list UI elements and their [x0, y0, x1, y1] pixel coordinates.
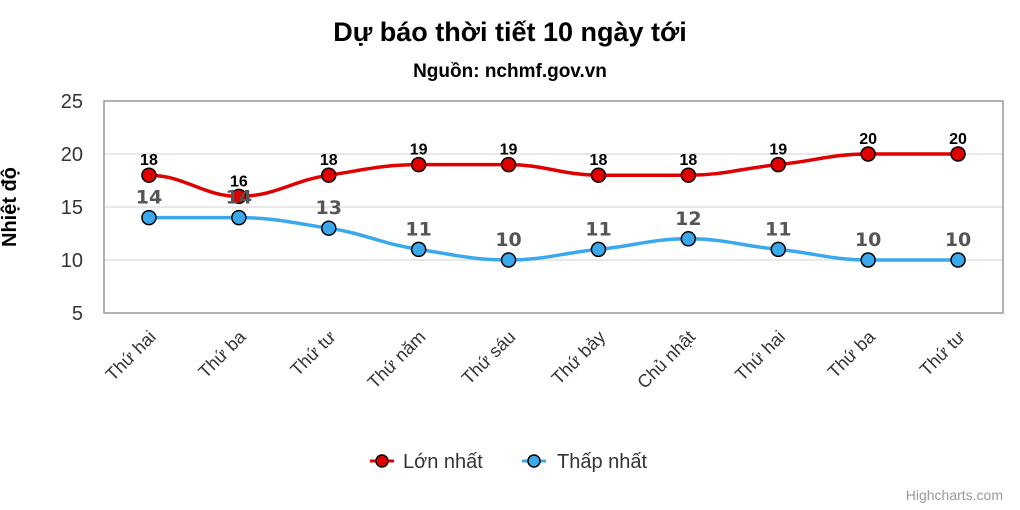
data-label: 19 [769, 142, 787, 159]
data-label: 12 [675, 208, 701, 230]
data-label: 19 [410, 142, 428, 159]
data-label: 18 [320, 152, 338, 169]
max-temp-point[interactable] [950, 146, 966, 162]
data-label: 18 [679, 152, 697, 169]
y-tick-label: 25 [61, 91, 83, 113]
x-tick-label: Thứ ba [194, 326, 250, 382]
data-label: 10 [855, 229, 881, 251]
x-tick-label: Thứ hai [731, 327, 789, 385]
min-temp-point[interactable] [680, 231, 697, 247]
y-tick-label: 15 [61, 197, 83, 219]
legend: Lớn nhất Thấp nhất [370, 451, 648, 473]
data-label: 13 [316, 197, 342, 219]
max-temp-point[interactable] [321, 167, 337, 183]
blue-circle-icon [527, 454, 541, 468]
min-temp-point[interactable] [860, 252, 876, 268]
max-temp-point[interactable] [500, 156, 517, 173]
data-label: 11 [765, 218, 791, 240]
x-tick-label: Thứ sáu [458, 327, 520, 389]
red-circle-icon [375, 454, 389, 468]
x-tick-label: Thứ ba [824, 326, 880, 382]
x-tick-label: Thứ tư [286, 327, 339, 380]
max-temp-point[interactable] [770, 156, 786, 173]
data-label: 19 [500, 142, 518, 159]
y-tick-label: 20 [61, 144, 83, 166]
data-label: 18 [590, 152, 608, 169]
credits-link[interactable]: Highcharts.com [906, 487, 1003, 503]
x-tick-label: Thứ bảy [548, 327, 610, 389]
legend-label-max: Lớn nhất [403, 451, 483, 473]
min-temp-point[interactable] [321, 220, 337, 236]
plot-border [103, 100, 1004, 314]
min-temp-point[interactable] [410, 241, 427, 258]
x-tick-label: Chủ nhật [633, 327, 699, 393]
data-label: 18 [140, 152, 158, 169]
data-label: 16 [230, 173, 248, 190]
data-label: 14 [136, 187, 162, 209]
max-temp-point[interactable] [590, 167, 607, 183]
legend-label-min: Thấp nhất [557, 451, 648, 473]
max-temp-point[interactable] [860, 146, 876, 162]
max-temp-point[interactable] [680, 167, 697, 183]
legend-item-min[interactable]: Thấp nhất [522, 451, 648, 473]
data-label: 11 [405, 218, 431, 240]
min-temp-point[interactable] [590, 241, 607, 258]
y-axis-title: Nhiệt độ [0, 167, 21, 247]
series-layer: 18 16 18 19 19 18 18 19 20 20 14 14 13 11 10 11 12 11 10 10 [136, 131, 971, 268]
data-label: 10 [495, 229, 521, 251]
max-temp-point[interactable] [410, 156, 427, 173]
data-label: 10 [945, 229, 971, 251]
max-temp-line [148, 152, 959, 199]
min-temp-point[interactable] [770, 241, 786, 258]
x-tick-label: Thứ năm [364, 327, 430, 393]
min-temp-point[interactable] [950, 252, 966, 268]
y-axis-ticks: 5 10 15 20 25 [61, 91, 83, 325]
min-temp-point[interactable] [141, 209, 157, 226]
chart-subtitle: Nguồn: nchmf.gov.vn [413, 61, 607, 82]
min-temp-line [148, 215, 959, 262]
data-label: 11 [585, 218, 611, 240]
max-temp-point[interactable] [231, 188, 247, 205]
min-temp-point[interactable] [231, 209, 247, 226]
data-label: 20 [949, 131, 967, 148]
chart-title: Dự báo thời tiết 10 ngày tới [333, 17, 686, 47]
y-tick-label: 5 [72, 303, 83, 325]
data-label: 20 [859, 131, 877, 148]
x-tick-label: Thứ hai [102, 327, 160, 385]
max-temp-point[interactable] [141, 167, 157, 183]
x-axis-ticks: Thứ hai Thứ ba Thứ tư Thứ năm Thứ sáu Thứ bảy… [102, 326, 969, 393]
x-tick-label: Thứ tư [916, 327, 969, 380]
min-temp-point[interactable] [500, 252, 517, 268]
y-tick-label: 10 [61, 250, 83, 272]
data-label: 14 [226, 187, 252, 209]
legend-item-max[interactable]: Lớn nhất [370, 451, 483, 473]
